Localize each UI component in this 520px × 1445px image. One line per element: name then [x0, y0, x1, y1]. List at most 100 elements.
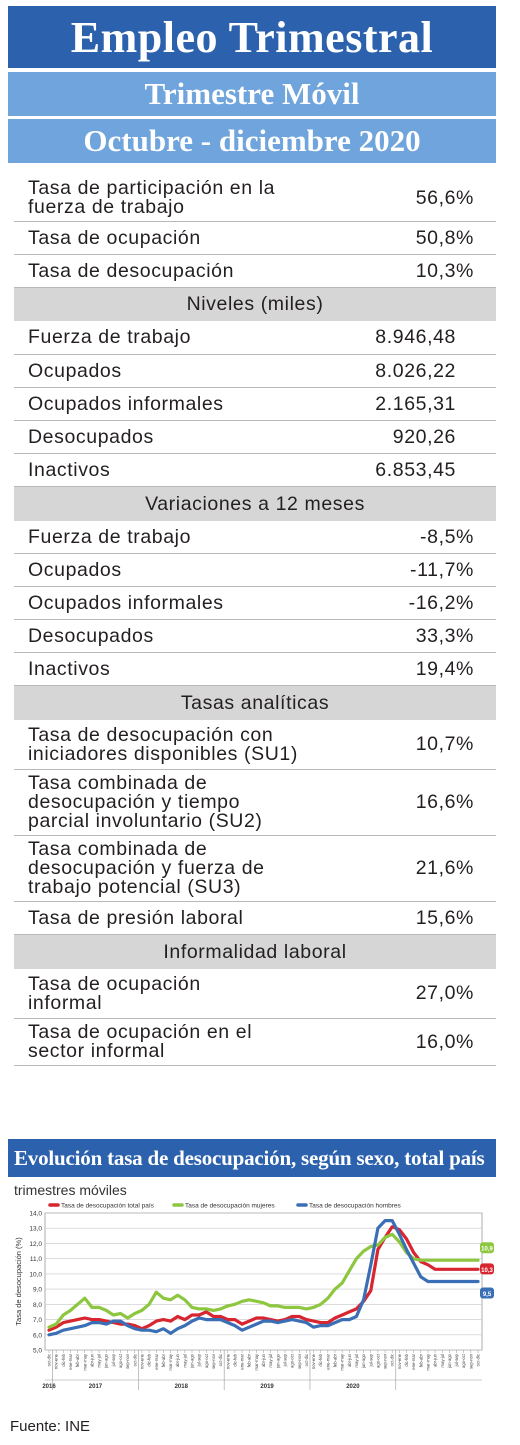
section-header: Niveles (miles): [14, 288, 496, 321]
section-title: Niveles (miles): [186, 293, 324, 315]
table-row: Tasa combinada de desocupación y fuerza …: [14, 836, 496, 902]
x-tick-label: sep-nov: [125, 1353, 130, 1369]
statistics-table: Tasa de participación en la fuerza de tr…: [14, 175, 496, 1066]
row-value: 920,26: [392, 425, 456, 448]
table-row: Ocupados informales 2.165,31: [14, 388, 496, 421]
series-line-1: [47, 1225, 480, 1332]
x-tick-label: abr-jun: [89, 1353, 94, 1367]
row-label: Fuerza de trabajo: [28, 326, 192, 348]
table-row: Ocupados 8.026,22: [14, 355, 496, 388]
x-tick-label: jun-ago: [275, 1353, 280, 1369]
x-tick-label: may-jul: [97, 1354, 102, 1368]
legend-label: Tasa de desocupación mujeres: [185, 1202, 275, 1209]
row-value: 8.026,22: [375, 359, 456, 382]
x-tick-label: sep-nov: [211, 1353, 216, 1369]
x-tick-label: sep-nov: [297, 1353, 302, 1369]
end-value-badge-bg: [480, 1242, 494, 1254]
year-label: 2017: [89, 1384, 103, 1390]
x-tick-label: may-jul: [354, 1354, 359, 1368]
x-tick-label: mar-may: [340, 1353, 345, 1370]
x-tick-label: nov-ene: [225, 1353, 230, 1369]
x-tick-label: ene-mar: [154, 1353, 159, 1369]
x-tick-label: dic-feb: [232, 1353, 237, 1366]
row-value: 16,6%: [415, 791, 474, 813]
table-row: Tasa de desocupación con iniciadores dis…: [14, 720, 496, 770]
x-tick-label: ago-oct: [290, 1353, 295, 1368]
table-row: Desocupados 920,26: [14, 421, 496, 454]
x-tick-label: dic-feb: [61, 1353, 66, 1366]
y-tick-label: 9,0: [33, 1287, 42, 1294]
table-row: Tasa combinada de desocupación y tiempo …: [14, 770, 496, 836]
x-tick-label: abr-jun: [175, 1353, 180, 1367]
year-label: 2019: [260, 1384, 274, 1390]
row-value: 10,7%: [415, 733, 474, 755]
table-row: Desocupados 33,3%: [14, 620, 496, 653]
x-tick-label: nov-ene: [311, 1353, 316, 1369]
row-value: 16,0%: [415, 1030, 474, 1053]
end-value-badge: 10,9: [480, 1242, 494, 1254]
x-tick-label: feb-abr: [161, 1353, 166, 1367]
x-tick-label: sep-nov: [468, 1353, 473, 1369]
x-tick-label: ene-mar: [325, 1353, 330, 1369]
legend-label: Tasa de desocupación hombres: [309, 1202, 402, 1209]
y-tick-label: 11,0: [30, 1256, 43, 1263]
x-tick-label: jun-ago: [447, 1353, 452, 1369]
y-tick-label: 7,0: [33, 1317, 42, 1324]
row-value: 10,3%: [415, 259, 474, 282]
row-label: Ocupados: [28, 359, 122, 382]
end-value-badge-bg: [480, 1263, 494, 1275]
table-row: Tasa de participación en la fuerza de tr…: [14, 175, 496, 222]
row-value: 21,6%: [415, 857, 474, 879]
x-tick-label: ago-oct: [118, 1353, 123, 1368]
row-label: Ocupados informales: [28, 392, 224, 415]
y-tick-label: 13,0: [29, 1226, 42, 1233]
y-tick-label: 14,0: [29, 1211, 42, 1218]
y-tick-label: 10,0: [29, 1271, 42, 1278]
x-tick-label: oct-dic: [390, 1354, 395, 1366]
table-row: Tasa de presión laboral 15,6%: [14, 902, 496, 935]
section-header: Tasas analíticas: [14, 686, 496, 720]
x-tick-label: nov-ene: [54, 1353, 59, 1369]
row-value: -16,2%: [408, 591, 474, 614]
x-tick-label: may-jul: [182, 1354, 187, 1368]
table-row: Tasa de ocupación 50,8%: [14, 222, 496, 255]
table-row: Tasa de desocupación 10,3%: [14, 255, 496, 288]
x-tick-label: oct-dic: [47, 1354, 52, 1366]
x-tick-label: abr-jun: [433, 1353, 438, 1367]
x-tick-label: oct-dic: [218, 1354, 223, 1366]
row-value: 19,4%: [415, 657, 474, 680]
x-tick-label: feb-abr: [418, 1353, 423, 1367]
x-tick-label: jul-sep: [197, 1353, 202, 1367]
x-tick-label: dic-feb: [147, 1353, 152, 1366]
section-title: Tasas analíticas: [180, 691, 330, 714]
row-label: Desocupados: [28, 624, 154, 647]
end-value-badge-bg: [480, 1287, 494, 1299]
x-tick-label: oct-dic: [476, 1354, 481, 1366]
chart-title: Evolución tasa de desocupación, según se…: [8, 1139, 496, 1177]
row-value: 33,3%: [415, 624, 474, 647]
x-tick-label: mar-may: [254, 1353, 259, 1370]
table-row: Inactivos 19,4%: [14, 653, 496, 686]
y-axis-label: Tasa de desocupación (%): [14, 1237, 23, 1326]
unemployment-line-chart: 5,0 6,0 7,0 8,0 9,0 10,0 11,0 12,0 13,0 14,0 Tasa …: [14, 1202, 494, 1390]
year-label: 2018: [175, 1384, 189, 1390]
legend-label: Tasa de desocupación total país: [61, 1202, 155, 1209]
year-label: 2016: [42, 1384, 56, 1390]
row-label: Tasa de participación en la fuerza de tr…: [28, 177, 276, 218]
x-tick-label: ene-mar: [411, 1353, 416, 1369]
y-tick-label: 12,0: [29, 1241, 42, 1248]
plot-area: [44, 1212, 483, 1351]
page-subtitle: Trimestre Móvil: [8, 72, 496, 116]
end-value-label: 10,3: [481, 1268, 493, 1274]
row-label: Tasa combinada de desocupación y tiempo …: [28, 772, 263, 832]
x-tick-label: feb-abr: [75, 1353, 80, 1367]
row-value: -8,5%: [420, 525, 474, 548]
section-title: Informalidad laboral: [163, 940, 347, 963]
row-label: Ocupados informales: [28, 591, 224, 614]
legend-entry: Tasa de desocupación total país: [48, 1202, 155, 1209]
x-tick-label: ago-oct: [375, 1353, 380, 1368]
x-tick-label: ago-oct: [204, 1353, 209, 1368]
x-tick-label: jul-sep: [368, 1353, 373, 1367]
table-row: Tasa de ocupación informal 27,0%: [14, 969, 496, 1019]
x-tick-label: jul-sep: [111, 1353, 116, 1367]
